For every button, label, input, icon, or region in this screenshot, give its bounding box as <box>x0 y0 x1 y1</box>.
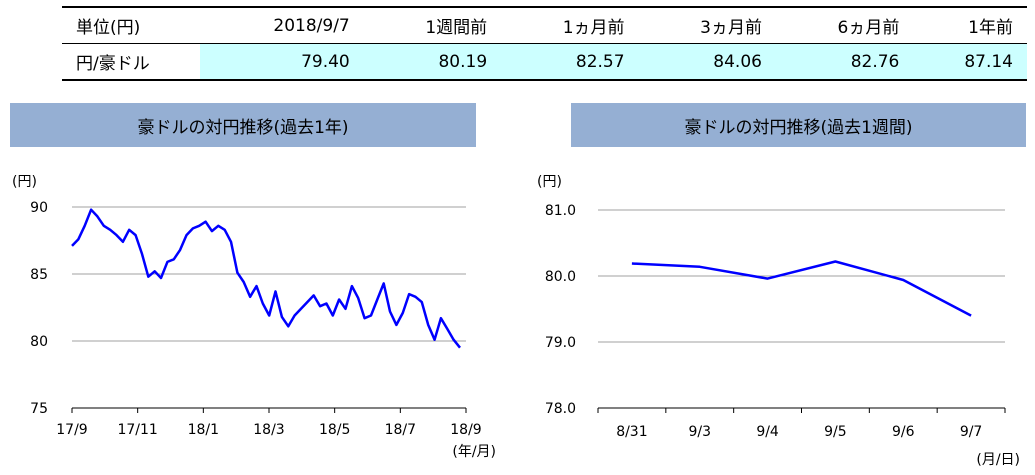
yearly-xtick-label: 18/1 <box>188 422 219 438</box>
weekly-ytick-label: 79.0 <box>545 335 576 351</box>
weekly-ytick-label: 81.0 <box>545 203 576 219</box>
weekly-xtick-label: 9/3 <box>688 424 711 440</box>
yearly-ytick-label: 90 <box>30 200 48 216</box>
yearly-y-unit-label: (円) <box>12 174 37 190</box>
yearly-xtick-label: 18/7 <box>385 422 416 438</box>
weekly-series-line <box>631 260 972 317</box>
weekly-xtick-label: 8/31 <box>616 424 647 440</box>
value-cell: 82.57 <box>501 43 639 81</box>
weekly-ytick-label: 80.0 <box>545 269 576 285</box>
weekly-y-unit-label: (円) <box>537 174 562 190</box>
weekly-xtick-label: 9/4 <box>756 424 779 440</box>
yearly-xtick-label: 17/11 <box>117 422 157 438</box>
yearly-ytick-label: 75 <box>30 401 48 417</box>
yearly-xtick-label: 18/5 <box>319 422 350 438</box>
value-cell: 84.06 <box>638 43 776 81</box>
header-cell: 3ヵ月前 <box>638 6 776 44</box>
value-cell: 82.76 <box>775 43 914 81</box>
weekly-xtick-label: 9/6 <box>892 424 915 440</box>
yearly-x-unit-label: (年/月) <box>452 444 496 460</box>
header-cell: 1年前 <box>913 6 1027 44</box>
unit-label: 単位(円) <box>62 6 200 44</box>
yearly-xtick-label: 18/3 <box>253 422 284 438</box>
chart-title-weekly: 豪ドルの対円推移(過去1週間) <box>571 103 1026 147</box>
yearly-series-line <box>71 208 461 349</box>
header-cell: 2018/9/7 <box>200 6 364 44</box>
header-cell: 6ヵ月前 <box>775 6 914 44</box>
rate-table: 単位(円) 2018/9/7 1週間前 1ヵ月前 3ヵ月前 6ヵ月前 1年前 円… <box>62 6 1027 81</box>
yearly-ytick-label: 80 <box>30 334 48 350</box>
value-cell: 80.19 <box>363 43 502 81</box>
header-cell: 1週間前 <box>363 6 502 44</box>
header-cell: 1ヵ月前 <box>501 6 639 44</box>
weekly-x-unit-label: (月/日) <box>976 452 1020 468</box>
weekly-xtick-label: 9/5 <box>824 424 847 440</box>
table-row: 円/豪ドル 79.40 80.19 82.57 84.06 82.76 87.1… <box>62 43 1027 81</box>
value-cell: 79.40 <box>200 43 364 81</box>
row-label: 円/豪ドル <box>62 43 200 81</box>
yearly-xtick-label: 18/9 <box>450 422 481 438</box>
yearly-xtick-label: 17/9 <box>56 422 87 438</box>
weekly-ytick-label: 78.0 <box>545 401 576 417</box>
chart-title-yearly: 豪ドルの対円推移(過去1年) <box>10 103 476 147</box>
table-header-row: 単位(円) 2018/9/7 1週間前 1ヵ月前 3ヵ月前 6ヵ月前 1年前 <box>62 6 1027 44</box>
yearly-ytick-label: 85 <box>30 267 48 283</box>
weekly-xtick-label: 9/7 <box>960 424 983 440</box>
value-cell: 87.14 <box>913 43 1027 81</box>
